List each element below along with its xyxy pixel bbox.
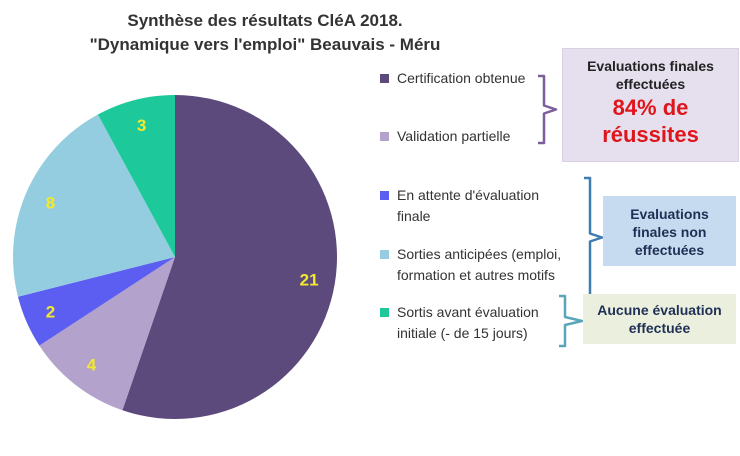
success-rate-line: 84% de bbox=[612, 95, 689, 120]
callout-line: effectuées bbox=[615, 76, 686, 92]
legend-label-line1: Sortis avant évaluation bbox=[397, 304, 539, 320]
callout-line: Aucune évaluation bbox=[597, 302, 722, 318]
slice-validation bbox=[39, 257, 176, 411]
callout-line: effectuées bbox=[634, 242, 705, 258]
legend-label: Sorties anticipées (emploi, formation et… bbox=[397, 244, 561, 286]
legend-label: Certification obtenue bbox=[397, 70, 526, 86]
slice-certification bbox=[122, 95, 338, 419]
callout-line: finales non bbox=[632, 224, 707, 240]
legend-label-line2: formation et autres motifs bbox=[397, 267, 555, 283]
callout-text: Evaluations finales effectuées bbox=[563, 57, 738, 93]
data-label: 8 bbox=[46, 193, 55, 212]
legend-label: Validation partielle bbox=[397, 128, 511, 144]
legend-item-sorties-anticipees: Sorties anticipées (emploi, formation et… bbox=[380, 244, 561, 286]
callout-aucune-evaluation: Aucune évaluation effectuée bbox=[583, 294, 736, 344]
success-rate: 84% de réussites bbox=[563, 94, 738, 148]
bracket-evaluations-effectuees bbox=[538, 74, 558, 145]
legend-item-validation: Validation partielle bbox=[380, 126, 510, 147]
legend-swatch bbox=[380, 250, 389, 259]
legend-item-attente: En attente d'évaluation finale bbox=[380, 185, 539, 227]
bracket-aucune-evaluation bbox=[559, 294, 584, 348]
callout-line: Evaluations bbox=[630, 206, 709, 222]
callout-line: Evaluations finales bbox=[587, 58, 714, 74]
legend-item-sortis-avant: Sortis avant évaluation initiale (- de 1… bbox=[380, 302, 539, 344]
legend-swatch bbox=[380, 308, 389, 317]
legend-label-line1: En attente d'évaluation bbox=[397, 187, 540, 203]
legend-label: En attente d'évaluation finale bbox=[397, 185, 539, 227]
bracket-evaluations-non-effectuees bbox=[584, 176, 604, 299]
chart-title-line2: "Dynamique vers l'emploi" Beauvais - Mér… bbox=[89, 35, 441, 54]
legend-swatch bbox=[380, 132, 389, 141]
chart-title-line1: Synthèse des résultats CléA 2018. bbox=[127, 11, 403, 30]
callout-text: Evaluations finales non effectuées bbox=[603, 205, 736, 259]
callout-line: effectuée bbox=[628, 320, 691, 336]
slice-sorties-anticipees bbox=[13, 114, 176, 297]
legend-label-line2: finale bbox=[397, 208, 431, 224]
legend-item-certification: Certification obtenue bbox=[380, 68, 525, 89]
legend-swatch bbox=[380, 74, 389, 83]
callout-evaluations-non-effectuees: Evaluations finales non effectuées bbox=[603, 196, 736, 266]
slice-attente bbox=[17, 257, 176, 346]
data-label: 2 bbox=[46, 303, 55, 322]
data-label: 21 bbox=[300, 270, 319, 289]
data-label: 4 bbox=[87, 355, 97, 374]
legend-label: Sortis avant évaluation initiale (- de 1… bbox=[397, 302, 539, 344]
success-rate-line: réussites bbox=[602, 122, 699, 147]
legend-label-line2: initiale (- de 15 jours) bbox=[397, 325, 528, 341]
data-label: 3 bbox=[137, 116, 146, 135]
callout-text: Aucune évaluation effectuée bbox=[583, 301, 736, 337]
legend-swatch bbox=[380, 191, 389, 200]
callout-evaluations-effectuees: Evaluations finales effectuées 84% de ré… bbox=[562, 48, 739, 162]
slice-sortis-avant bbox=[97, 95, 175, 257]
legend-label-line1: Sorties anticipées (emploi, bbox=[397, 246, 562, 262]
